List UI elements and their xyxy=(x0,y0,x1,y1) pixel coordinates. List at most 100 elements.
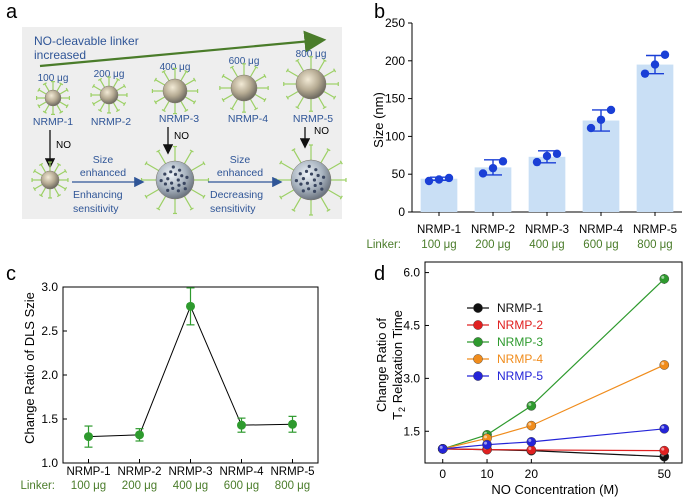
particle-pore xyxy=(306,182,309,185)
data-point xyxy=(186,302,195,311)
size-bar-chart: Size (nm) 050100150200250Linker:NRMP-110… xyxy=(366,16,682,251)
particle-core xyxy=(41,171,59,189)
step2-line3: Decreasing xyxy=(210,189,263,201)
category-label: NRMP-2 xyxy=(471,224,515,236)
y-tick-label: 150 xyxy=(385,92,405,106)
particle-core xyxy=(163,79,187,103)
point-highlight xyxy=(484,442,487,445)
linker-value: 200 μg xyxy=(122,480,157,492)
point-highlight xyxy=(484,435,487,438)
particle-pore xyxy=(314,184,317,187)
data-point xyxy=(661,51,669,59)
particle-pore xyxy=(171,187,174,190)
particle-pore xyxy=(317,174,320,177)
legend-marker xyxy=(473,371,482,380)
particle-pore xyxy=(313,178,316,181)
point-highlight xyxy=(528,447,531,450)
data-point xyxy=(527,437,536,446)
panel-letter-a: a xyxy=(6,1,18,23)
y-tick-label: 50 xyxy=(392,167,406,181)
series-line-nrmp-2 xyxy=(443,449,665,451)
data-point xyxy=(660,446,669,455)
particle-name: NRMP-2 xyxy=(91,116,131,128)
legend-marker xyxy=(473,354,482,363)
point-highlight xyxy=(661,448,664,451)
particle-core xyxy=(231,75,257,101)
legend-label: NRMP-3 xyxy=(497,335,543,349)
particle-pore xyxy=(302,189,305,192)
ylabel-dls: Change Ratio of DLS Szie xyxy=(22,292,37,444)
ylabel-t2-line1: Change Ratio of xyxy=(374,318,389,412)
no-label: NO xyxy=(174,131,189,142)
particle-pore xyxy=(183,182,186,185)
data-point xyxy=(543,152,551,160)
particle-pore xyxy=(169,170,172,173)
data-point xyxy=(651,60,659,68)
particle-pore xyxy=(174,173,177,176)
particle-pore xyxy=(180,174,183,177)
linker-value: 600 μg xyxy=(583,239,618,251)
y-tick-label: 100 xyxy=(385,129,405,143)
step2-line1: Size xyxy=(230,154,251,166)
linker-value: 100 μg xyxy=(71,480,106,492)
legend-marker xyxy=(473,303,482,312)
x-tick-label: 0 xyxy=(439,467,446,481)
y-tick-label: 2.0 xyxy=(41,368,58,382)
y-tick-label: 2.5 xyxy=(41,324,58,338)
xlabel-no-concentration: NO Concentration (M) xyxy=(491,482,618,497)
data-point xyxy=(237,421,246,430)
particle-pore xyxy=(307,187,310,190)
particle-pore xyxy=(319,182,322,185)
particle-pore xyxy=(308,165,311,168)
particle-pore xyxy=(163,172,166,175)
particle-pore xyxy=(320,188,323,191)
legend-marker xyxy=(473,337,482,346)
particle-pore xyxy=(302,177,305,180)
step1-line2: enhanced xyxy=(80,167,126,179)
bar xyxy=(637,65,674,212)
linker-value: 600 μg xyxy=(224,480,259,492)
data-point xyxy=(438,444,447,453)
point-highlight xyxy=(528,403,531,406)
data-point xyxy=(435,175,443,183)
category-label: NRMP-5 xyxy=(633,224,677,236)
ylabel-size: Size (nm) xyxy=(371,92,386,148)
panel-letter-b: b xyxy=(374,1,385,23)
particle-core xyxy=(45,90,61,106)
dls-ratio-chart: Change Ratio of DLS Szie 1.0 1.5 2.0 2.5 3.0… xyxy=(20,280,318,492)
linker-value: 200 μg xyxy=(475,239,510,251)
data-point xyxy=(527,421,536,430)
particle-pore xyxy=(322,176,325,179)
linker-value: 400 μg xyxy=(529,239,564,251)
linker-label: Linker: xyxy=(20,480,55,492)
y-tick-label: 6.0 xyxy=(403,266,420,280)
data-point xyxy=(84,432,93,441)
particle-name: NRMP-4 xyxy=(228,113,268,125)
data-point xyxy=(597,116,605,124)
data-point xyxy=(482,440,491,449)
particle-pore xyxy=(295,179,298,182)
particle-pore xyxy=(172,165,175,168)
particle-name: NRMP-1 xyxy=(33,116,73,128)
y-tick-label: 1.5 xyxy=(403,424,420,438)
category-label: NRMP-4 xyxy=(219,466,264,478)
data-point xyxy=(445,174,453,182)
no-label: NO xyxy=(314,126,329,137)
step2-line4: sensitivity xyxy=(210,203,256,215)
particle-pore xyxy=(305,170,308,173)
y-tick-label: 3.0 xyxy=(41,280,58,294)
panel-letter-d: d xyxy=(374,263,385,285)
point-highlight xyxy=(661,362,664,365)
legend-label: NRMP-2 xyxy=(497,318,543,332)
particle-pore xyxy=(177,184,180,187)
particle-name: NRMP-3 xyxy=(159,113,199,125)
particle-pore xyxy=(313,190,316,193)
particle-core xyxy=(296,69,326,99)
particle-core xyxy=(100,86,118,104)
y-tick-label: 1.5 xyxy=(41,412,58,426)
data-point xyxy=(499,157,507,165)
linker-value: 800 μg xyxy=(275,480,310,492)
step2-line2: enhanced xyxy=(217,167,263,179)
data-point xyxy=(288,420,297,429)
particle-pore xyxy=(177,178,180,181)
